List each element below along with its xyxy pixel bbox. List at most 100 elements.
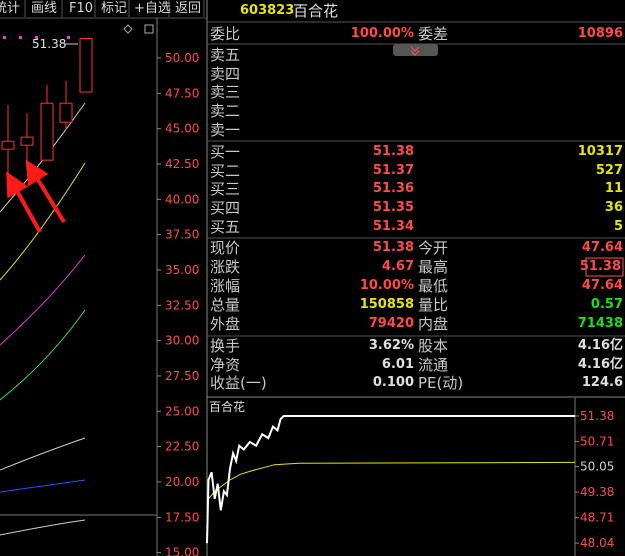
toolbar-button[interactable]: 标记 [101, 1, 128, 16]
stat-value: 150858 [359, 297, 414, 312]
y-tick-label: 47.50 [165, 86, 199, 100]
y-tick-label: 32.50 [165, 298, 199, 312]
stat-value: 71438 [577, 316, 623, 331]
ask-label: 卖一 [210, 120, 241, 139]
y-tick-label: 42.50 [165, 157, 199, 171]
ask-label: 卖五 [210, 46, 241, 64]
bid-label: 买二 [210, 161, 241, 180]
toolbar-button[interactable]: 统计 [0, 1, 21, 16]
bid-price: 51.35 [372, 200, 414, 216]
y-tick-label: 17.50 [165, 510, 199, 524]
fund-label: 换手 [210, 337, 241, 355]
bid-label: 买五 [210, 217, 241, 236]
diff-label: 委差 [418, 25, 449, 43]
fund-value: 4.16亿 [577, 356, 623, 372]
fund-label: 股本 [418, 337, 449, 355]
y-tick-label: 20.00 [165, 475, 199, 489]
candle-body [20, 136, 34, 146]
fund-value: 3.62% [368, 338, 414, 353]
highlight-box [585, 257, 624, 277]
stock-code: 603823 [240, 3, 295, 18]
bid-label: 买三 [210, 180, 241, 199]
y-tick-label: 35.00 [165, 263, 199, 277]
annotation-arrow [6, 171, 42, 233]
diamond-icon[interactable] [123, 24, 133, 34]
average-line [208, 461, 576, 500]
y-tick-label: 27.50 [165, 369, 199, 383]
fund-value: 124.6 [581, 375, 623, 391]
stat-label: 内盘 [418, 315, 449, 333]
stat-label: 总量 [210, 296, 241, 314]
stat-value: 51.38 [372, 240, 414, 255]
candle-body [1, 140, 15, 150]
candle-body [79, 37, 93, 93]
y-tick-label: 50.00 [165, 51, 199, 65]
candle-body [59, 102, 73, 123]
stat-value: 4.67 [381, 259, 414, 274]
bid-volume: 11 [604, 181, 623, 197]
ratio-value: 100.00% [350, 26, 414, 41]
fund-label: 收益(一) [210, 374, 267, 393]
chevron-icon [410, 46, 420, 56]
y-tick-label: 22.50 [165, 440, 199, 454]
y-tick-label: 48.04 [580, 536, 614, 550]
bid-price: 51.37 [372, 162, 414, 178]
y-tick-label: 37.50 [165, 228, 199, 242]
fund-label: 流通 [418, 355, 449, 374]
stat-value: 10.00% [359, 278, 414, 293]
diff-value: 10896 [577, 26, 623, 41]
toolbar-button[interactable]: +自选 [134, 1, 171, 16]
y-tick-label: 30.00 [165, 334, 199, 348]
y-tick-label: 45.00 [165, 122, 199, 136]
stat-value: 47.64 [581, 240, 623, 255]
bid-volume: 5 [613, 218, 623, 234]
stat-label: 外盘 [210, 315, 241, 333]
bid-label: 买四 [210, 199, 241, 218]
fund-value: 0.100 [372, 375, 414, 391]
stock-name: 百合花 [293, 2, 339, 20]
fund-label: 净资 [210, 355, 241, 374]
y-tick-label: 50.05 [580, 460, 614, 474]
ratio-label: 委比 [210, 25, 241, 43]
stat-label: 涨幅 [210, 277, 241, 295]
stat-label: 最低 [418, 277, 449, 295]
ask-label: 卖三 [210, 83, 241, 102]
bid-volume: 10317 [577, 144, 623, 159]
y-tick-label: 51.38 [580, 409, 614, 423]
y-tick-label: 40.00 [165, 192, 199, 206]
stat-label: 现价 [210, 239, 241, 257]
bid-volume: 36 [604, 200, 623, 216]
toolbar-button[interactable]: 返回 [175, 1, 202, 16]
stat-label: 涨跌 [210, 258, 241, 276]
indicator-dots [3, 36, 70, 39]
y-tick-label: 49.38 [580, 485, 614, 499]
stat-value: 0.57 [590, 297, 623, 312]
y-tick-label: 48.71 [580, 511, 614, 525]
ask-label: 卖二 [210, 102, 241, 121]
candle-body [40, 102, 54, 161]
square-icon[interactable] [144, 24, 154, 34]
stat-label: 今开 [418, 239, 449, 257]
toolbar-separators [24, 0, 205, 17]
bid-volume: 527 [595, 162, 623, 178]
bid-price: 51.34 [372, 218, 414, 234]
stat-label: 最高 [418, 258, 449, 276]
fund-value: 4.16亿 [577, 338, 623, 353]
bid-label: 买一 [210, 143, 241, 161]
ask-label: 卖四 [210, 64, 241, 83]
y-tick-label: 15.00 [165, 546, 199, 556]
stat-value: 47.64 [581, 278, 623, 293]
stat-value: 79420 [368, 316, 414, 331]
stat-value: 51.38 [579, 259, 621, 274]
fund-value: 6.01 [381, 356, 414, 372]
last-price-label: 51.38 [32, 37, 67, 51]
annotation-arrow [25, 159, 66, 224]
stat-label: 量比 [418, 296, 449, 314]
y-tick-label: 25.00 [165, 404, 199, 418]
bid-price: 51.38 [372, 144, 414, 159]
toolbar-button[interactable]: 画线 [31, 1, 58, 16]
intraday-label: 百合花 [209, 400, 246, 414]
toolbar-button[interactable]: F10 [69, 1, 94, 16]
